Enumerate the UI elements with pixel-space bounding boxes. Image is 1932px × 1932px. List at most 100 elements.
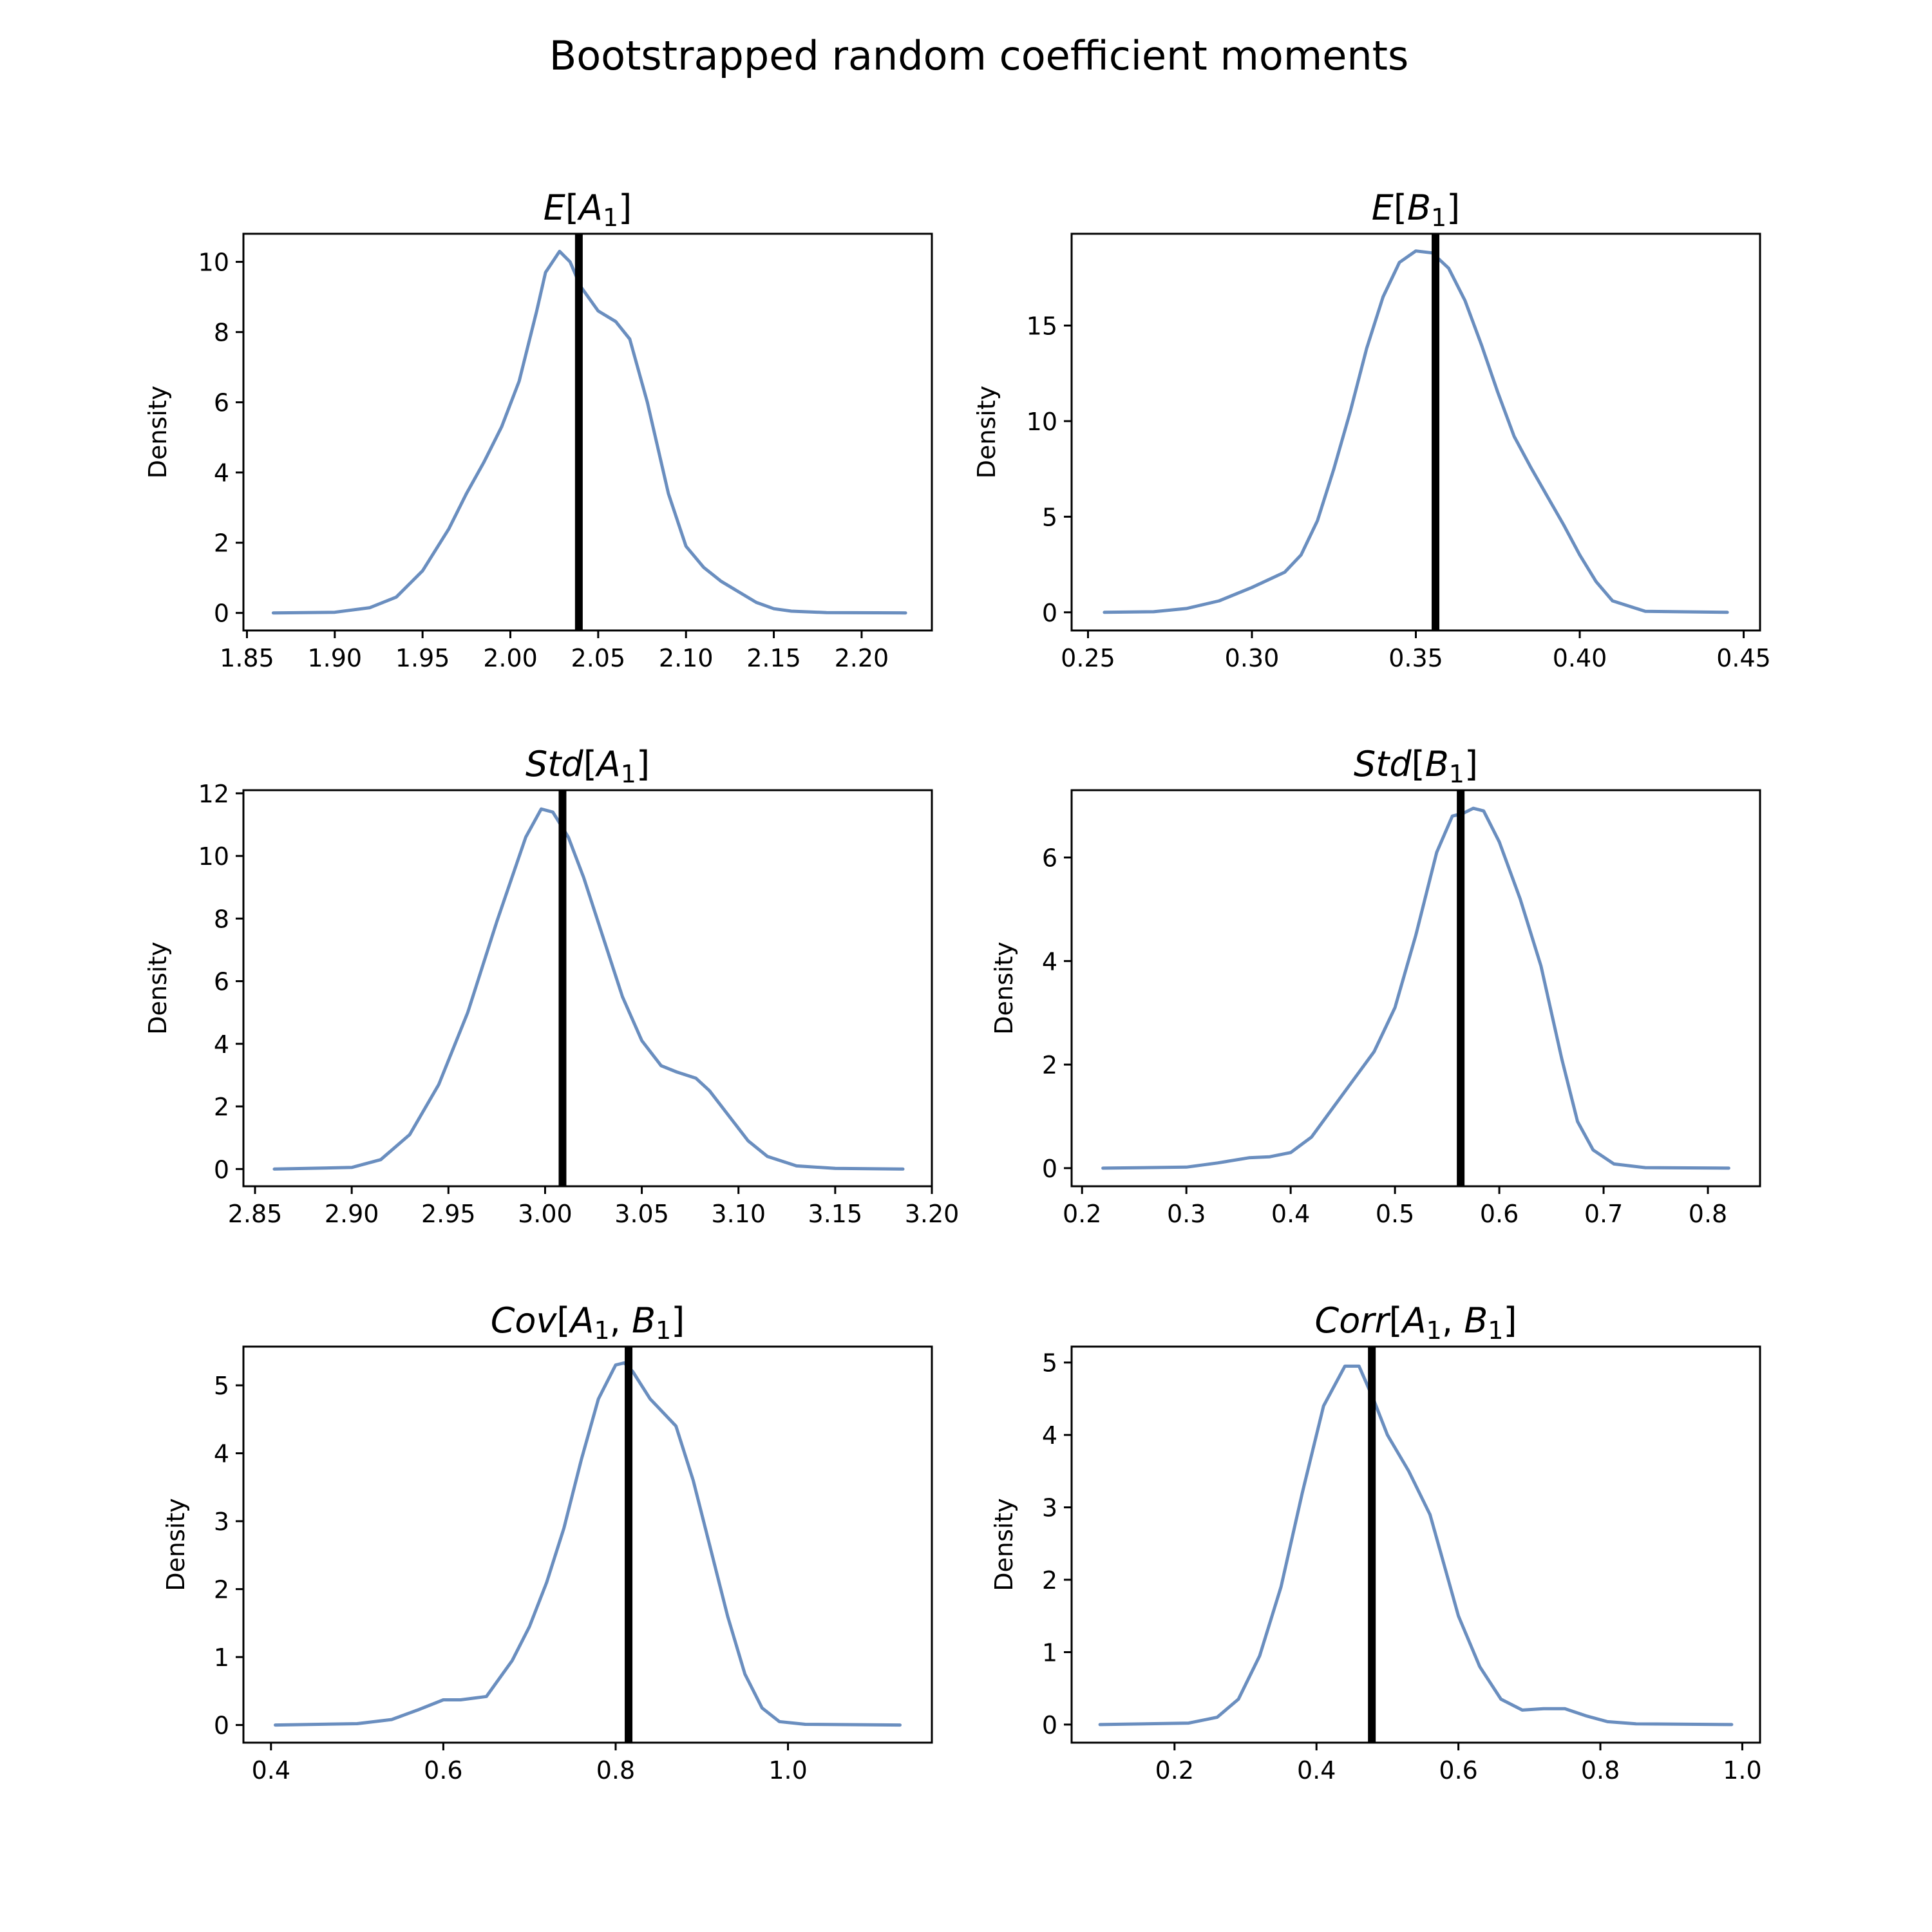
y-tick-label: 2: [1042, 1051, 1057, 1079]
y-tick-label: 0: [214, 1712, 229, 1740]
y-axis-label: Density: [990, 1498, 1018, 1591]
x-tick-label: 0.2: [1063, 1200, 1101, 1228]
subplot-title: Std[A1]: [526, 744, 650, 788]
x-tick-label: 2.10: [659, 644, 714, 672]
y-tick-label: 10: [1027, 408, 1057, 436]
subplot-5: 0.4 0.6 0.8 1.0 0 1 2 3 4 5 Density Cov[A1, B1]: [162, 1300, 933, 1785]
subplot-4: 0.2 0.3 0.4 0.5 0.6 0.7 0.8 0 2 4 6 Density Std[B1]: [990, 744, 1761, 1228]
y-tick-label: 10: [198, 249, 229, 277]
subplot-2: 0.25 0.30 0.35 0.40 0.45 0 5 10 15 Density E[B1]: [972, 187, 1771, 672]
y-tick-label: 4: [214, 1440, 229, 1468]
x-tick-label: 1.85: [220, 644, 274, 672]
y-tick-label: 8: [214, 319, 229, 347]
axes-frame: [242, 232, 933, 632]
y-tick-label: 2: [214, 1093, 229, 1121]
y-tick-label: 1: [1042, 1638, 1057, 1667]
x-tick-label: 0.4: [1297, 1756, 1336, 1785]
x-tick-label: 2.20: [835, 644, 889, 672]
x-tick-label: 0.25: [1061, 644, 1115, 672]
x-tick-label: 0.7: [1584, 1200, 1623, 1228]
x-tick-label: 0.4: [1271, 1200, 1310, 1228]
y-tick-label: 2: [214, 529, 229, 558]
subplot-title: Cov[A1, B1]: [491, 1300, 685, 1345]
x-tick-label: 3.10: [711, 1200, 766, 1228]
y-tick-label: 4: [214, 1030, 229, 1059]
x-tick-label: 0.5: [1376, 1200, 1414, 1228]
x-tick-label: 0.30: [1225, 644, 1280, 672]
x-tick-label: 2.15: [746, 644, 801, 672]
y-axis-label: Density: [144, 386, 172, 478]
axes-frame: [242, 1345, 933, 1744]
x-tick-label: 1.90: [308, 644, 363, 672]
x-tick-label: 0.4: [252, 1756, 290, 1785]
x-tick-label: 0.8: [1689, 1200, 1727, 1228]
density-curve: [274, 1361, 902, 1727]
x-tick-label: 2.05: [571, 644, 626, 672]
y-tick-label: 6: [214, 968, 229, 996]
x-tick-label: 0.6: [1439, 1756, 1477, 1785]
density-curve: [1103, 249, 1729, 614]
y-tick-label: 0: [1042, 1155, 1057, 1183]
y-tick-label: 0: [214, 1155, 229, 1184]
axes-frame: [1070, 1345, 1761, 1744]
subplot-6: 0.2 0.4 0.6 0.8 1.0 0 1 2 3 4 5 Density Corr[A1, B1]: [990, 1300, 1762, 1785]
axes-frame: [242, 789, 933, 1188]
x-tick-label: 0.6: [424, 1756, 462, 1785]
y-tick-label: 5: [214, 1372, 229, 1400]
y-tick-label: 15: [1027, 312, 1057, 340]
subplot-title: E[B1]: [1372, 187, 1461, 232]
panels: 1.85 1.90 1.95 2.00 2.05 2.10 2.15 2.200246810D…: [144, 187, 1771, 1785]
density-curve: [1101, 806, 1730, 1170]
y-tick-label: 6: [214, 389, 229, 417]
y-tick-label: 2: [214, 1576, 229, 1604]
y-tick-label: 0: [1042, 1711, 1057, 1739]
x-tick-label: 1.95: [395, 644, 450, 672]
subplot-title: E[A1]: [544, 187, 632, 232]
x-tick-label: 0.8: [1581, 1756, 1620, 1785]
y-tick-label: 12: [198, 780, 229, 808]
x-tick-label: 0.3: [1167, 1200, 1206, 1228]
y-tick-label: 4: [1042, 947, 1057, 976]
y-tick-label: 3: [214, 1508, 229, 1536]
subplot-3: 2.85 2.90 2.95 3.00 3.05 3.10 3.15 3.20 0 2 4 6 8 10 1…: [144, 744, 959, 1228]
x-tick-label: 1.0: [1723, 1756, 1761, 1785]
x-tick-label: 3.15: [808, 1200, 863, 1228]
y-axis-label: Density: [990, 942, 1018, 1034]
y-tick-label: 5: [1042, 1349, 1057, 1378]
y-tick-label: 0: [1042, 599, 1057, 627]
y-tick-label: 5: [1042, 503, 1057, 531]
x-tick-label: 0.8: [596, 1756, 635, 1785]
figure-suptitle: Bootstrapped random coefficient moments: [549, 32, 1409, 79]
subplot-title: Corr[A1, B1]: [1314, 1300, 1517, 1345]
y-tick-label: 4: [214, 459, 229, 488]
x-tick-label: 0.6: [1480, 1200, 1519, 1228]
x-tick-label: 3.05: [614, 1200, 669, 1228]
x-tick-label: 2.95: [421, 1200, 476, 1228]
density-curve: [1098, 1364, 1734, 1727]
y-tick-label: 0: [214, 600, 229, 628]
y-tick-label: 1: [214, 1643, 229, 1672]
y-axis-label: Density: [972, 386, 1001, 478]
x-tick-label: 2.90: [325, 1200, 379, 1228]
axes-frame: [1070, 789, 1761, 1188]
y-tick-label: 6: [1042, 844, 1057, 873]
x-tick-label: 1.0: [768, 1756, 807, 1785]
x-tick-label: 0.35: [1388, 644, 1443, 672]
x-tick-label: 2.00: [483, 644, 538, 672]
y-tick-label: 8: [214, 905, 229, 933]
subplot-title: Std[B1]: [1354, 744, 1478, 788]
x-tick-label: 3.20: [905, 1200, 960, 1228]
subplot-1: 1.85 1.90 1.95 2.00 2.05 2.10 2.15 2.20 0 2 4 6 8 10 D…: [144, 187, 933, 672]
x-tick-label: 0.45: [1716, 644, 1771, 672]
y-tick-label: 10: [198, 842, 229, 871]
x-tick-label: 0.2: [1155, 1756, 1194, 1785]
y-tick-label: 4: [1042, 1421, 1057, 1450]
y-tick-label: 3: [1042, 1494, 1057, 1522]
density-curve: [272, 807, 905, 1171]
x-tick-label: 0.40: [1553, 644, 1607, 672]
y-tick-label: 2: [1042, 1566, 1057, 1595]
x-tick-label: 2.85: [228, 1200, 283, 1228]
x-tick-label: 3.00: [518, 1200, 573, 1228]
